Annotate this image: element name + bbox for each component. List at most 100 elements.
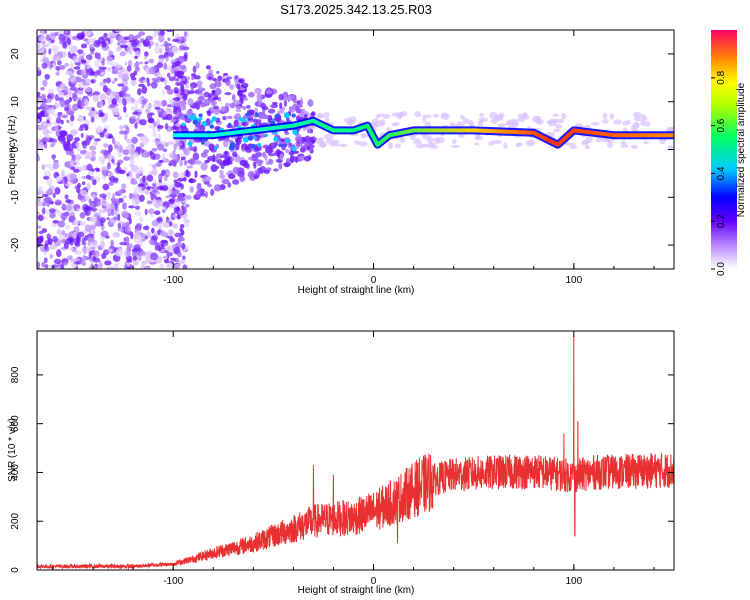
spectrogram-noise-blob [132,260,139,266]
spectrogram-noise-blob [166,30,174,33]
colorbar-ticks: 0.0 0.2 0.4 0.6 0.8 [711,70,727,276]
spectrogram-x-tick-label: -100 [163,275,183,286]
spectrogram-noise-blob [92,94,99,102]
spectrogram-noise-blob [49,211,56,219]
spectrogram-noise-blob [57,60,62,66]
spectrogram-noise-blob [171,196,176,204]
spectrogram-noise-blob [110,239,114,248]
spectrogram-noise-blob [68,96,73,103]
spectrogram-noise-blob [117,161,121,168]
spectrogram-halo-blob [633,115,642,122]
snr-frame [36,330,675,571]
spectrogram-signal-blob [267,158,274,165]
spectrogram-noise-blob [178,45,185,51]
spectrogram-signal-blob [208,76,212,80]
spectrogram-noise-blob [172,38,180,43]
spectrogram-noise-blob [112,177,119,184]
spectrogram-noise-blob [182,93,188,102]
spectrogram-halo-blob [474,142,480,146]
spectrogram-signal-blob [190,84,195,91]
spectrogram-noise-blob [130,78,137,87]
spectrogram-noise-blob [58,91,65,98]
spectrogram-noise-blob [131,136,139,144]
spectrogram-signal-blob [242,106,247,110]
spectrogram-noise-blob [80,69,87,76]
spectrogram-signal-blob [247,170,255,178]
spectrogram-noise-blob [147,117,155,124]
spectrogram-noise-blob [85,174,91,180]
spectrogram-halo-blob [358,141,368,147]
spectrogram-noise-blob [158,35,165,43]
spectrogram-noise-blob [51,62,56,68]
spectrogram-noise-blob [78,81,84,89]
spectrogram-halo-blob [536,118,542,125]
spectrogram-halo-blob [620,140,627,146]
spectrogram-noise-blob [74,62,81,66]
spectrogram-noise-blob [54,199,62,206]
spectrogram-noise-blob [70,166,76,170]
spectrogram-signal-blob [216,70,220,74]
spectrogram-signal-blob [247,91,255,98]
spectrogram-noise-blob [168,204,175,209]
spectrogram-noise-blob [140,264,145,269]
spectrogram-noise-blob [73,204,81,210]
spectrogram-signal-blob [173,143,178,151]
spectrogram-noise-blob [183,160,188,166]
spectrogram-signal-blob [255,118,262,125]
spectrogram-signal-blob [305,142,310,147]
spectrogram-noise-blob [165,65,173,71]
spectrogram-noise-blob [86,182,91,191]
spectrogram-signal-blob [217,96,222,102]
spectrogram-noise-blob [111,158,115,164]
spectrogram-halo-blob [379,119,386,126]
spectrogram-hot-blob [241,117,246,123]
spectrogram-noise-blob [85,106,92,110]
spectrogram-noise-blob [65,199,72,204]
spectrogram-signal-blob [172,187,176,192]
spectrogram-signal-blob [187,90,196,95]
spectrogram-noise-blob [77,128,85,132]
spectrogram-signal-blob [220,105,226,112]
spectrogram-halo-blob [666,145,674,149]
spectrogram-halo-blob [632,112,642,118]
spectrogram-noise-blob [181,242,186,250]
spectrogram-signal-blob [203,149,210,154]
spectrogram-signal-blob [224,102,231,107]
spectrogram-noise-blob [44,73,50,80]
spectrogram-halo-blob [458,133,466,138]
spectrogram-halo-blob [323,112,330,119]
spectrogram-halo-blob [505,120,513,126]
spectrogram-halo-blob [415,144,425,149]
spectrogram-signal-blob [217,75,223,82]
spectrogram-halo-blob [479,112,484,117]
spectrogram-signal-blob [286,96,292,100]
spectrogram-noise-blob [141,99,147,106]
colorbar: 0.0 0.2 0.4 0.6 0.8 Normalized spectral ampl… [711,30,747,276]
spectrogram-noise-blob [144,61,149,65]
spectrogram-noise-blob [54,94,59,101]
spectrogram-noise-blob [92,216,98,224]
spectrogram-noise-blob [70,119,74,128]
spectrogram-noise-blob [153,79,160,83]
spectrogram-noise-blob [37,106,42,111]
spectrogram-noise-blob [124,225,132,233]
spectrogram-noise-blob [99,132,105,138]
spectrogram-noise-blob [61,238,67,244]
spectrogram-noise-blob [41,137,49,143]
spectrogram-signal-blob [207,93,214,98]
spectrogram-halo-blob [561,112,567,120]
spectrogram-noise-blob [41,62,48,69]
spectrogram-halo-blob [552,113,559,117]
spectrogram-noise-blob [184,203,190,208]
spectrogram-noise-blob [124,132,128,141]
spectrogram-noise-blob [107,162,111,170]
spectrogram-noise-blob [90,246,96,251]
spectrogram-noise-blob [130,106,138,112]
spectrogram-halo-blob [554,118,565,124]
spectrogram-noise-blob [76,182,81,189]
colorbar-tick-label: 0.4 [716,166,727,180]
spectrogram-noise-blob [158,222,162,229]
spectrogram-signal-blob [256,97,263,103]
spectrogram-halo-blob [574,123,582,127]
